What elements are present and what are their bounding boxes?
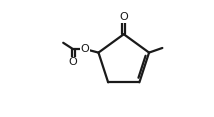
Text: O: O bbox=[81, 44, 89, 54]
Text: O: O bbox=[119, 12, 128, 22]
Text: O: O bbox=[69, 57, 77, 67]
